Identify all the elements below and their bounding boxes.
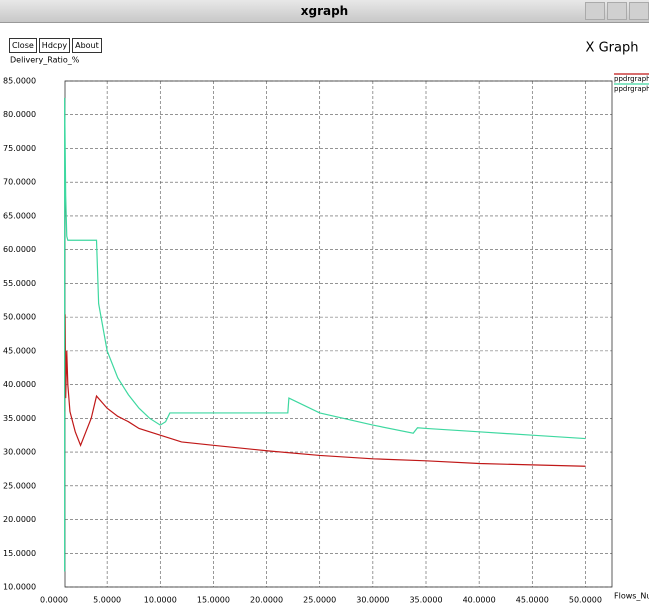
legend-label: ppdrgraph [614,75,649,83]
y-tick-label: 55.0000 [3,279,36,288]
y-tick-label: 25.0000 [3,481,36,490]
x-axis-label: Flows_Numb [614,592,649,601]
y-tick-label: 20.0000 [3,515,36,524]
y-tick-label: 65.0000 [3,211,36,220]
y-tick-label: 60.0000 [3,245,36,254]
hdcpy-button[interactable]: Hdcpy [38,38,71,53]
y-axis-label: Delivery_Ratio_% [10,56,80,65]
x-tick-label: 25.0000 [303,596,336,605]
window-controls [585,2,649,20]
about-button[interactable]: About [72,38,102,53]
legend-label: ppdrgraph [614,85,649,93]
x-tick-label: 40.0000 [463,596,496,605]
window-title: xgraph [300,4,349,18]
toolbar: Close Hdcpy About [9,38,102,53]
x-tick-label: 0.0000 [40,596,68,605]
minimize[interactable] [585,2,605,20]
y-tick-label: 85.0000 [3,77,36,86]
close-button[interactable]: Close [9,38,37,53]
series-line [64,314,586,467]
y-tick-label: 30.0000 [3,448,36,457]
x-tick-label: 10.0000 [144,596,177,605]
title-bar: xgraph [0,0,649,23]
x-tick-label: 15.0000 [197,596,230,605]
x-tick-label: 20.0000 [250,596,283,605]
x-tick-label: 5.0000 [93,596,121,605]
plot-frame [64,80,613,588]
y-tick-label: 80.0000 [3,110,36,119]
y-tick-label: 50.0000 [3,313,36,322]
x-tick-label: 35.0000 [409,596,442,605]
y-tick-label: 70.0000 [3,178,36,187]
y-tick-label: 35.0000 [3,414,36,423]
y-tick-label: 15.0000 [3,549,36,558]
series-line [64,97,586,572]
chart-title: X Graph [586,41,639,56]
y-tick-label: 10.0000 [3,583,36,592]
x-tick-label: 30.0000 [356,596,389,605]
y-tick-label: 75.0000 [3,144,36,153]
x-tick-label: 45.0000 [516,596,549,605]
y-tick-label: 40.0000 [3,380,36,389]
x-tick-label: 50.0000 [569,596,602,605]
maximize[interactable] [607,2,627,20]
y-tick-label: 45.0000 [3,346,36,355]
